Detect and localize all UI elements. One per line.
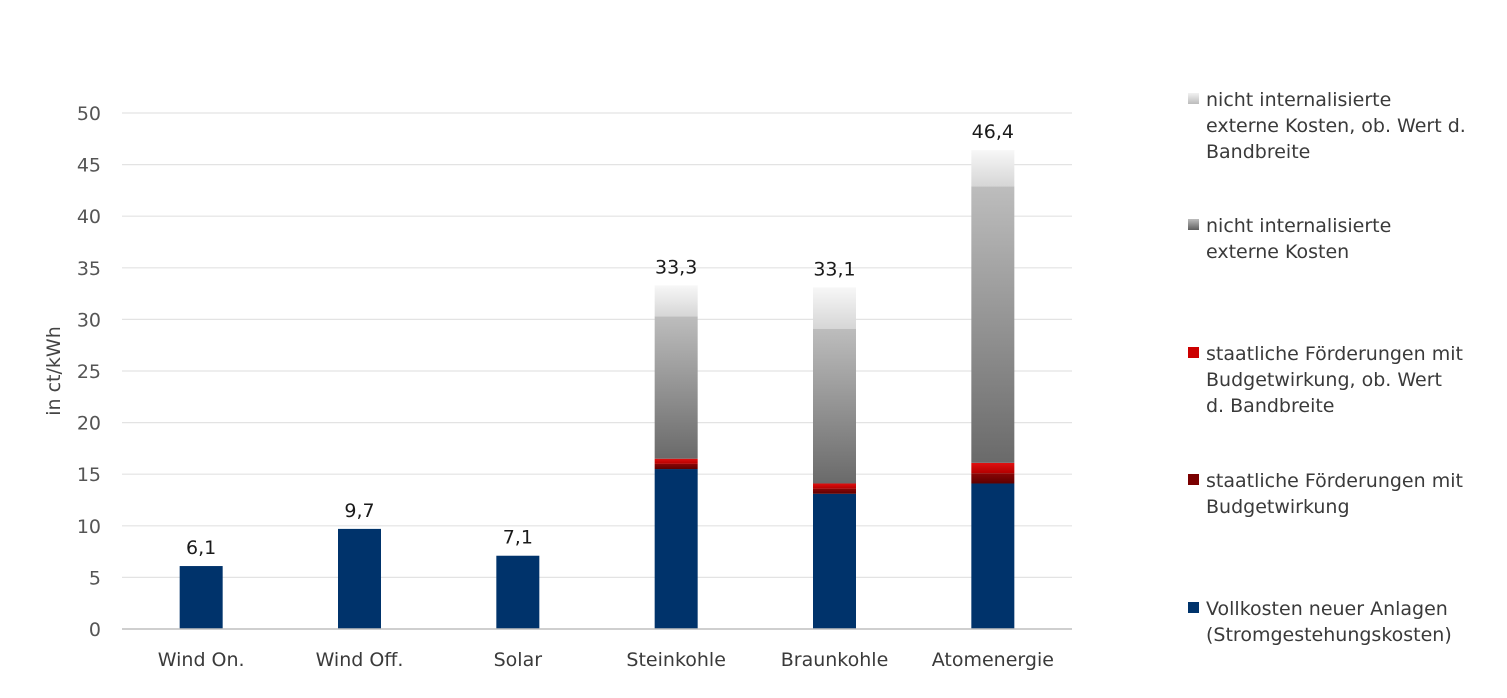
bar-segment-externe-kosten-upper	[971, 150, 1015, 187]
y-axis-ticks: 0 5 10 15 20 25 30 35 40 45 50	[77, 103, 101, 641]
bar-segment-vollkosten	[496, 555, 540, 629]
legend-label-line: Vollkosten neuer Anlagen	[1206, 598, 1448, 620]
bar-segment-vollkosten	[813, 493, 856, 629]
x-tick-label: Solar	[494, 649, 543, 671]
bar-segment-externe-kosten	[813, 328, 856, 484]
legend-item: nicht internalisierte externe Kosten, ob.…	[1188, 87, 1498, 165]
y-tick-label: 0	[89, 619, 101, 641]
y-tick-label: 15	[77, 464, 101, 486]
y-tick-label: 25	[77, 361, 101, 383]
legend-label-line: staatliche Förderungen mit	[1206, 470, 1463, 492]
y-tick-label: 30	[77, 309, 101, 331]
legend-item: Vollkosten neuer Anlagen (Stromgestehungs…	[1188, 596, 1498, 648]
y-tick-label: 45	[77, 155, 101, 177]
legend-label-line: nicht internalisierte	[1206, 89, 1392, 111]
y-tick-label: 50	[77, 103, 101, 125]
x-tick-label: Wind Off.	[316, 649, 404, 671]
x-tick-label: Wind On.	[158, 649, 245, 671]
data-labels: 6,1 9,7 7,1 33,3 33,1 46,4	[186, 121, 1014, 559]
y-tick-label: 35	[77, 258, 101, 280]
bar-segment-externe-kosten	[971, 186, 1015, 463]
legend-item: staatliche Förderungen mit Budgetwirkung	[1188, 468, 1498, 520]
legend-swatch	[1188, 474, 1199, 485]
bar-segment-vollkosten	[971, 483, 1015, 629]
bar-segment-foerderung	[654, 463, 698, 470]
bar-segment-foerderung-upper	[654, 458, 698, 464]
legend-swatch	[1188, 602, 1199, 613]
legend-label: Vollkosten neuer Anlagen (Stromgestehungs…	[1206, 596, 1452, 648]
legend-swatch	[1188, 347, 1199, 358]
data-label: 33,1	[813, 258, 855, 280]
x-tick-label: Atomenergie	[932, 649, 1054, 671]
y-tick-label: 40	[77, 206, 101, 228]
bar-segment-vollkosten	[179, 566, 223, 629]
data-label: 33,3	[655, 256, 697, 278]
data-label: 7,1	[503, 527, 533, 549]
legend-label-line: externe Kosten	[1206, 241, 1350, 263]
data-label: 46,4	[972, 121, 1014, 143]
legend-label-line: Budgetwirkung	[1206, 496, 1350, 518]
legend-item: staatliche Förderungen mit Budgetwirkung,…	[1188, 341, 1498, 419]
grid-lines	[122, 112, 1072, 579]
bar-segment-foerderung-upper	[971, 462, 1015, 474]
bar-segment-vollkosten	[654, 469, 698, 629]
legend-label-line: Bandbreite	[1206, 141, 1311, 163]
bars	[179, 150, 1015, 629]
legend-label: nicht internalisierte externe Kosten	[1206, 213, 1391, 265]
x-axis-labels: Wind On. Wind Off. Solar Steinkohle Braunkoh…	[158, 649, 1054, 671]
y-tick-label: 5	[89, 567, 101, 589]
data-label: 6,1	[186, 537, 216, 559]
bar-segment-externe-kosten-upper	[654, 285, 698, 317]
legend-label-line: externe Kosten, ob. Wert d.	[1206, 115, 1466, 137]
legend-label-line: nicht internalisierte	[1206, 215, 1392, 237]
legend-label-line: Budgetwirkung, ob. Wert	[1206, 369, 1442, 391]
y-axis-label: in ct/kWh	[43, 326, 65, 416]
legend-label: staatliche Förderungen mit Budgetwirkung	[1206, 468, 1463, 520]
bar-segment-foerderung	[971, 473, 1015, 484]
legend-label-line: staatliche Förderungen mit	[1206, 343, 1463, 365]
bar-segment-externe-kosten-upper	[813, 287, 856, 329]
x-tick-label: Steinkohle	[626, 649, 725, 671]
legend-label-line: d. Bandbreite	[1206, 395, 1335, 417]
legend-label: nicht internalisierte externe Kosten, ob.…	[1206, 87, 1466, 165]
bar-segment-externe-kosten	[654, 316, 698, 459]
legend-swatch	[1188, 93, 1199, 104]
legend: nicht internalisierte externe Kosten, ob.…	[1188, 0, 1498, 698]
bar-segment-vollkosten	[338, 528, 381, 629]
y-tick-label: 10	[77, 516, 101, 538]
legend-item: nicht internalisierte externe Kosten	[1188, 213, 1498, 265]
bar-segment-foerderung	[813, 488, 856, 494]
stacked-bar-chart: 0 5 10 15 20 25 30 35 40 45 50 Wind On. Wind Off. So…	[43, 103, 1072, 671]
legend-label-line: (Stromgestehungskosten)	[1206, 624, 1452, 646]
x-tick-label: Braunkohle	[781, 649, 889, 671]
legend-swatch	[1188, 219, 1199, 230]
bar-segment-foerderung-upper	[813, 483, 856, 489]
data-label: 9,7	[344, 500, 374, 522]
legend-label: staatliche Förderungen mit Budgetwirkung,…	[1206, 341, 1463, 419]
y-tick-label: 20	[77, 413, 101, 435]
